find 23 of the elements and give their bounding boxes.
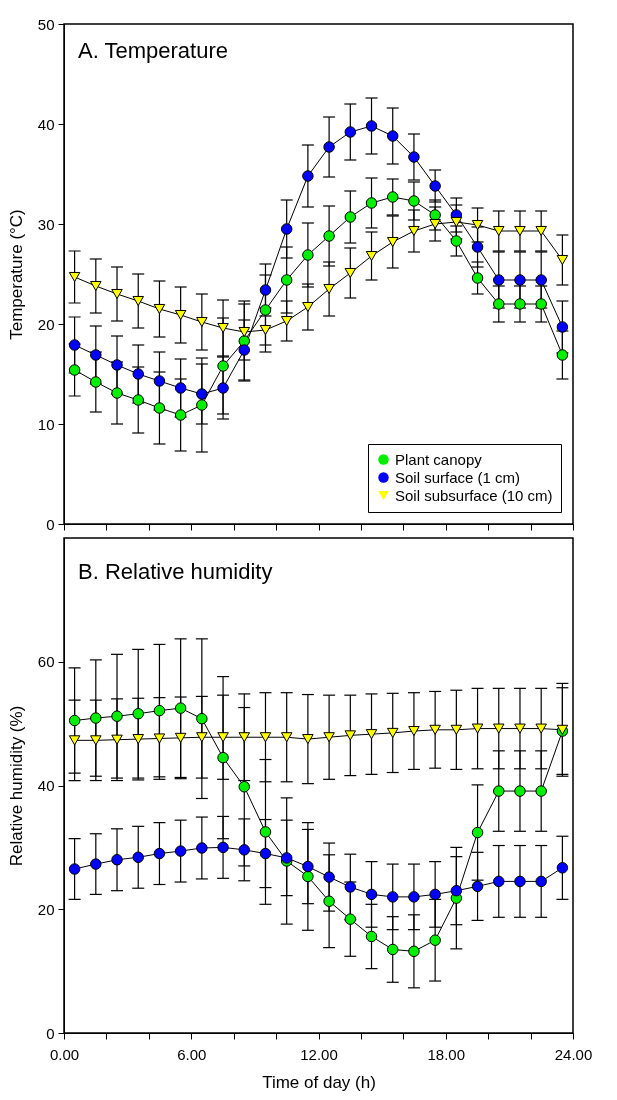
y-tick-label: 60: [37, 653, 55, 671]
x-tick-label: 6.00: [177, 1045, 207, 1063]
legend-label: Plant canopy: [395, 450, 483, 468]
text: A. Temperature: [78, 38, 229, 63]
y-tick-label: 0: [46, 1024, 55, 1042]
y-axis-title: Relative humidity (%): [6, 705, 26, 867]
legend-label: Soil surface (1 cm): [395, 468, 521, 486]
legend-label: Soil subsurface (10 cm): [395, 486, 553, 504]
text: B. Relative humidity: [78, 559, 273, 584]
x-tick-label: 18.00: [427, 1045, 466, 1063]
y-tick-label: 40: [37, 115, 55, 133]
y-tick-label: 10: [37, 415, 55, 433]
y-tick-label: 50: [37, 15, 55, 33]
x-tick-label: 24.00: [554, 1045, 593, 1063]
y-tick-label: 20: [37, 315, 55, 333]
x-tick-label: 0.00: [49, 1045, 80, 1063]
y-tick-label: 40: [37, 777, 55, 794]
x-tick-label: 12.00: [300, 1045, 338, 1063]
y-axis-title: Temperature (°C): [6, 209, 26, 340]
y-tick-label: 20: [37, 900, 55, 918]
y-tick-label: 30: [37, 215, 55, 233]
y-tick-label: 0: [46, 515, 55, 533]
x-axis-title: Time of day (h): [262, 1072, 376, 1092]
